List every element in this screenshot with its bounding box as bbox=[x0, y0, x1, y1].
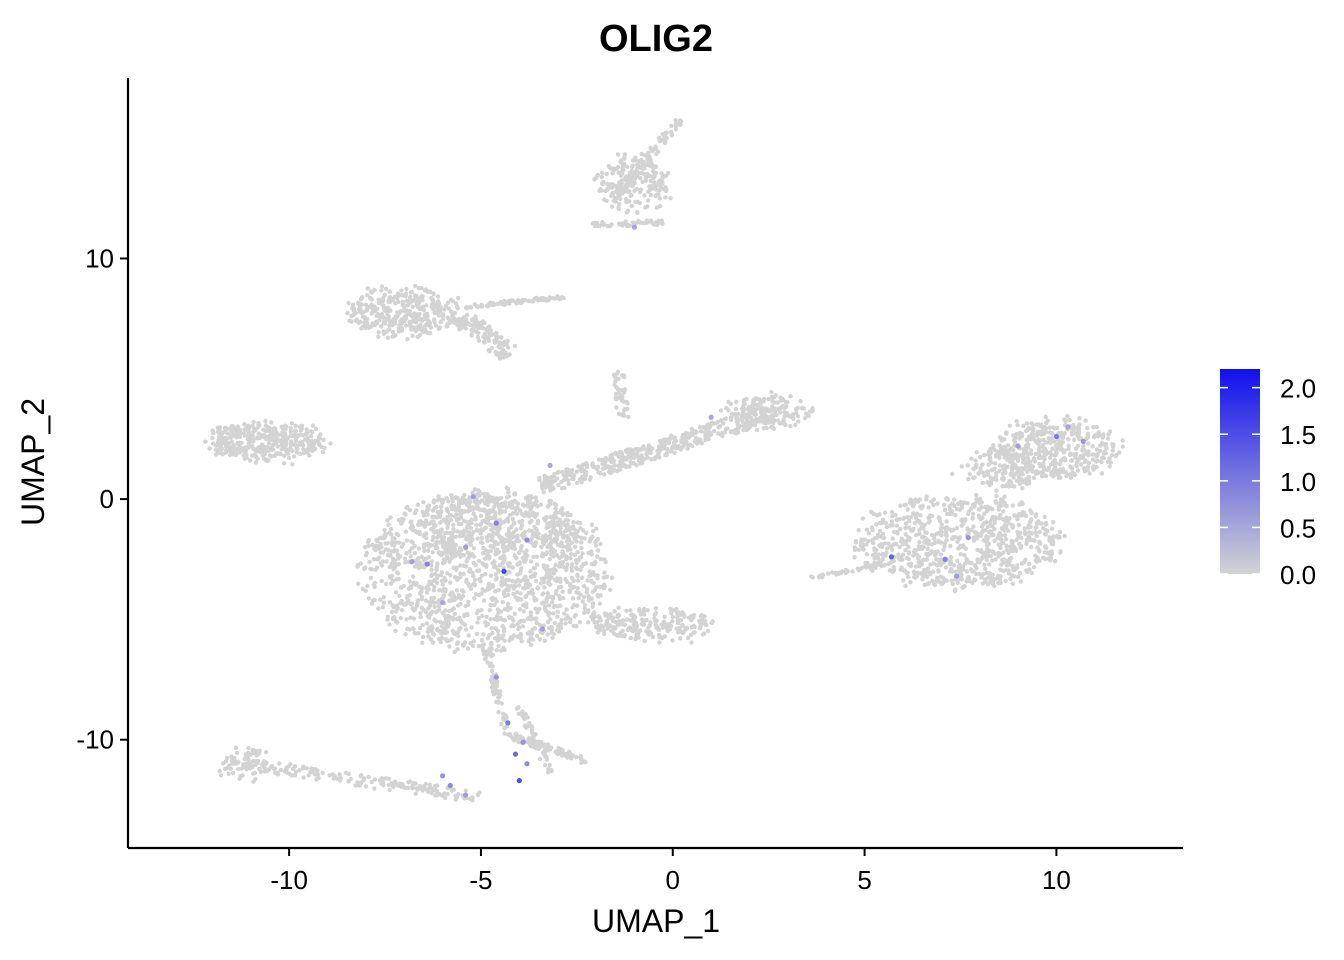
colorbar-tick-label: 2.0 bbox=[1280, 374, 1316, 404]
expressing-cell-point bbox=[547, 463, 552, 468]
expressing-cell-point bbox=[448, 783, 453, 788]
background-cells bbox=[203, 118, 1125, 803]
x-tick-label: 0 bbox=[666, 865, 680, 895]
expressing-cell-point bbox=[1015, 444, 1020, 449]
y-tick-label: 0 bbox=[100, 484, 114, 514]
expressing-cell-point bbox=[1081, 439, 1086, 444]
expressing-cell-point bbox=[966, 535, 971, 540]
expressing-cell-point bbox=[1065, 424, 1070, 429]
expressing-cell-point bbox=[425, 561, 430, 566]
x-axis: -10 -5 0 5 10 bbox=[128, 848, 1183, 895]
colorbar bbox=[1220, 369, 1260, 574]
expressing-cell-point bbox=[494, 675, 499, 680]
x-axis-label: UMAP_1 bbox=[592, 903, 720, 939]
expressing-cell-point bbox=[471, 494, 476, 499]
expressing-cell-point bbox=[632, 225, 637, 230]
expressing-cell-point bbox=[521, 740, 526, 745]
expressing-cell-point bbox=[517, 778, 522, 783]
colorbar-tick-label: 0.5 bbox=[1280, 513, 1316, 543]
x-tick-label: -5 bbox=[469, 865, 492, 895]
expressing-cell-point bbox=[463, 545, 468, 550]
expressing-cell-point bbox=[889, 554, 894, 559]
colorbar-tick-label: 0.0 bbox=[1280, 560, 1316, 590]
expressing-cell-point bbox=[494, 521, 499, 526]
y-axis-label: UMAP_2 bbox=[15, 398, 51, 526]
expressing-cell-point bbox=[409, 559, 414, 564]
x-tick-label: 5 bbox=[857, 865, 871, 895]
cell-points bbox=[203, 118, 1125, 803]
expressing-cell-point bbox=[524, 761, 529, 766]
expressing-cell-point bbox=[709, 415, 714, 420]
x-tick-label: -10 bbox=[270, 865, 308, 895]
colorbar-tick-label: 1.5 bbox=[1280, 420, 1316, 450]
expressing-cell-point bbox=[505, 720, 510, 725]
colorbar-tick-label: 1.0 bbox=[1280, 467, 1316, 497]
expressing-cell-point bbox=[524, 537, 529, 542]
expressing-cell-point bbox=[440, 773, 445, 778]
expressing-cell-point bbox=[501, 569, 506, 574]
y-tick-label: 10 bbox=[85, 243, 114, 273]
expressing-cell-point bbox=[540, 626, 545, 631]
expressing-cell-point bbox=[440, 600, 445, 605]
expressing-cell-point bbox=[513, 752, 518, 757]
y-tick-label: -10 bbox=[76, 725, 114, 755]
expressing-cell-point bbox=[1054, 434, 1059, 439]
colorbar-legend: 0.0 0.5 1.0 1.5 2.0 bbox=[1220, 369, 1316, 590]
y-axis: -10 0 10 bbox=[76, 78, 128, 848]
expressing-cell-point bbox=[943, 557, 948, 562]
chart-title: OLIG2 bbox=[599, 18, 713, 60]
expressing-cell-point bbox=[463, 792, 468, 797]
expressing-cell-point bbox=[954, 573, 959, 578]
x-tick-label: 10 bbox=[1042, 865, 1071, 895]
